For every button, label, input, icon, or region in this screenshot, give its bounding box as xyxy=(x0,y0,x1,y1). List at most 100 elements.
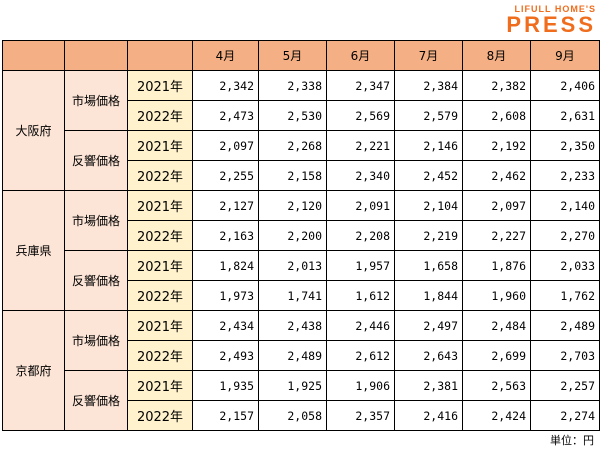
value-cell: 2,097 xyxy=(192,130,259,161)
value-cell: 2,416 xyxy=(394,400,463,431)
value-cell: 2,338 xyxy=(258,70,327,101)
value-cell: 2,347 xyxy=(326,70,395,101)
month-header: 9月 xyxy=(530,40,600,71)
value-cell: 2,140 xyxy=(530,190,600,221)
value-cell: 2,643 xyxy=(394,340,463,371)
value-cell: 2,484 xyxy=(462,310,531,341)
price-type-cell: 市場価格 xyxy=(64,70,128,131)
value-cell: 2,255 xyxy=(192,160,259,191)
year-cell: 2022年 xyxy=(127,100,193,131)
value-cell: 2,381 xyxy=(394,370,463,401)
value-cell: 2,489 xyxy=(530,310,600,341)
value-cell: 2,227 xyxy=(462,220,531,251)
table-row: 大阪府 市場価格 2021年 2,342 2,338 2,347 2,384 2,382 2,4… xyxy=(2,70,600,191)
year-cell: 2021年 xyxy=(127,130,193,161)
table-row: 反響価格 2021年 1,824 2,013 1,957 1,658 1,876 2,033 xyxy=(3,250,600,311)
value-cell: 2,579 xyxy=(394,100,463,131)
value-cell: 2,158 xyxy=(258,160,327,191)
value-cell: 2,384 xyxy=(394,70,463,101)
value-cell: 2,699 xyxy=(462,340,531,371)
value-cell: 2,091 xyxy=(326,190,395,221)
table-row: 2022年 2,473 2,530 2,569 2,579 2,608 2,631 xyxy=(3,100,600,131)
value-cell: 2,569 xyxy=(326,100,395,131)
value-cell: 2,013 xyxy=(258,250,327,281)
value-cell: 2,446 xyxy=(326,310,395,341)
month-header: 7月 xyxy=(394,40,463,71)
value-cell: 2,462 xyxy=(462,160,531,191)
value-cell: 2,157 xyxy=(192,400,259,431)
value-cell: 2,257 xyxy=(530,370,600,401)
month-header: 6月 xyxy=(326,40,395,71)
logo-line1: LIFULL HOME'S xyxy=(514,4,596,14)
value-cell: 2,219 xyxy=(394,220,463,251)
value-cell: 2,192 xyxy=(462,130,531,161)
value-cell: 2,612 xyxy=(326,340,395,371)
table-row: 2022年 2,163 2,200 2,208 2,219 2,227 2,270 xyxy=(3,220,600,251)
value-cell: 2,163 xyxy=(192,220,259,251)
year-cell: 2021年 xyxy=(127,250,193,281)
price-type-cell: 反響価格 xyxy=(64,250,128,311)
value-cell: 1,906 xyxy=(326,370,395,401)
table-row: 京都府 市場価格 2021年 2,434 2,438 2,446 2,497 2,484 2,4… xyxy=(2,310,600,431)
year-cell: 2022年 xyxy=(127,160,193,191)
value-cell: 2,497 xyxy=(394,310,463,341)
month-header: 4月 xyxy=(192,40,259,71)
value-cell: 2,274 xyxy=(530,400,600,431)
value-cell: 2,530 xyxy=(258,100,327,131)
value-cell: 2,268 xyxy=(258,130,327,161)
value-cell: 2,438 xyxy=(258,310,327,341)
table-row: 反響価格 2021年 2,097 2,268 2,221 2,146 2,192 2,350 xyxy=(3,130,600,191)
header-blank xyxy=(127,40,193,71)
value-cell: 2,104 xyxy=(394,190,463,221)
year-cell: 2021年 xyxy=(127,370,193,401)
value-cell: 2,473 xyxy=(192,100,259,131)
price-type-cell: 反響価格 xyxy=(64,370,128,431)
value-cell: 1,741 xyxy=(258,280,327,311)
price-type-cell: 反響価格 xyxy=(64,130,128,191)
value-cell: 2,424 xyxy=(462,400,531,431)
value-cell: 2,146 xyxy=(394,130,463,161)
region-cell: 兵庫県 xyxy=(2,190,65,311)
value-cell: 1,612 xyxy=(326,280,395,311)
table-row: 2022年 2,493 2,489 2,612 2,643 2,699 2,703 xyxy=(3,340,600,371)
year-cell: 2021年 xyxy=(127,190,193,221)
year-cell: 2022年 xyxy=(127,220,193,251)
value-cell: 1,973 xyxy=(192,280,259,311)
header-blank xyxy=(64,40,128,71)
value-cell: 1,876 xyxy=(462,250,531,281)
table-row: 反響価格 2021年 1,935 1,925 1,906 2,381 2,563 2,257 xyxy=(3,370,600,431)
value-cell: 1,844 xyxy=(394,280,463,311)
logo-line2: PRESS xyxy=(506,12,596,37)
value-cell: 1,658 xyxy=(394,250,463,281)
value-cell: 1,960 xyxy=(462,280,531,311)
value-cell: 2,097 xyxy=(462,190,531,221)
value-cell: 2,058 xyxy=(258,400,327,431)
value-cell: 2,493 xyxy=(192,340,259,371)
year-cell: 2021年 xyxy=(127,70,193,101)
value-cell: 2,703 xyxy=(530,340,600,371)
month-header: 8月 xyxy=(462,40,531,71)
value-cell: 2,631 xyxy=(530,100,600,131)
value-cell: 2,033 xyxy=(530,250,600,281)
value-cell: 2,406 xyxy=(530,70,600,101)
value-cell: 2,357 xyxy=(326,400,395,431)
region-cell: 大阪府 xyxy=(2,70,65,191)
year-cell: 2022年 xyxy=(127,400,193,431)
value-cell: 1,957 xyxy=(326,250,395,281)
value-cell: 2,208 xyxy=(326,220,395,251)
value-cell: 2,233 xyxy=(530,160,600,191)
region-cell: 京都府 xyxy=(2,310,65,431)
year-cell: 2022年 xyxy=(127,280,193,311)
month-header: 5月 xyxy=(258,40,327,71)
value-cell: 2,340 xyxy=(326,160,395,191)
value-cell: 2,434 xyxy=(192,310,259,341)
price-type-cell: 市場価格 xyxy=(64,310,128,371)
value-cell: 2,200 xyxy=(258,220,327,251)
value-cell: 1,824 xyxy=(192,250,259,281)
value-cell: 2,608 xyxy=(462,100,531,131)
table-row: 兵庫県 市場価格 2021年 2,127 2,120 2,091 2,104 2,097 2,1… xyxy=(2,190,600,311)
value-cell: 2,350 xyxy=(530,130,600,161)
table-row: 2022年 2,255 2,158 2,340 2,452 2,462 2,233 xyxy=(3,160,600,191)
year-cell: 2021年 xyxy=(127,310,193,341)
value-cell: 2,221 xyxy=(326,130,395,161)
